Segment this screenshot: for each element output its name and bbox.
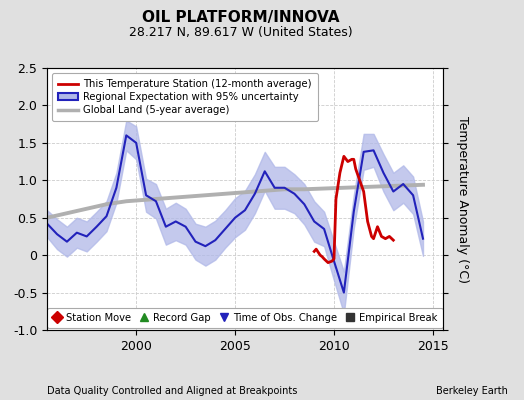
Text: OIL PLATFORM/INNOVA: OIL PLATFORM/INNOVA bbox=[143, 10, 340, 25]
Legend: Station Move, Record Gap, Time of Obs. Change, Empirical Break: Station Move, Record Gap, Time of Obs. C… bbox=[47, 308, 443, 328]
Text: Berkeley Earth: Berkeley Earth bbox=[436, 386, 508, 396]
Text: 28.217 N, 89.617 W (United States): 28.217 N, 89.617 W (United States) bbox=[129, 26, 353, 39]
Y-axis label: Temperature Anomaly (°C): Temperature Anomaly (°C) bbox=[456, 116, 469, 282]
Text: Data Quality Controlled and Aligned at Breakpoints: Data Quality Controlled and Aligned at B… bbox=[47, 386, 298, 396]
